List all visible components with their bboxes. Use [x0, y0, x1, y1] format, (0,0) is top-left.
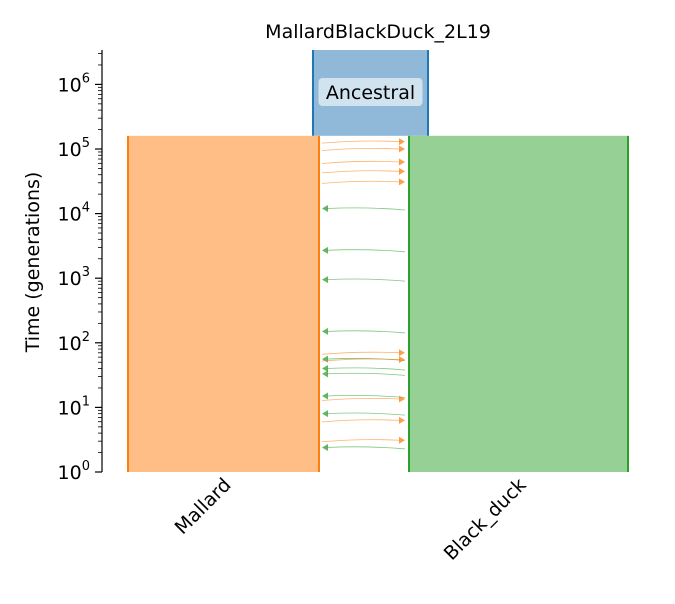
deme-black-duck [408, 135, 629, 472]
migration-line [321, 170, 401, 174]
deme-body [409, 135, 628, 472]
y-tick-label: 105 [58, 136, 90, 161]
migration-line [326, 372, 406, 376]
migration-line [326, 367, 406, 371]
migration-line [321, 397, 401, 401]
migration-arrow [322, 204, 406, 212]
migration-arrow [322, 443, 406, 451]
migration-line [321, 160, 401, 164]
migration-line [326, 446, 406, 450]
y-tick-label: 100 [58, 459, 90, 484]
migration-arrow [322, 392, 406, 400]
migration-arrowhead [399, 416, 405, 424]
migration-arrow [321, 349, 405, 357]
migration-arrowhead [399, 178, 405, 186]
deme-body [128, 135, 319, 472]
migration-arrow [321, 395, 405, 403]
deme-mallard [127, 135, 320, 472]
migration-arrowhead [399, 167, 405, 175]
y-tick-label: 101 [58, 394, 90, 419]
migrations-layer [321, 138, 406, 451]
migration-arrowhead [322, 276, 328, 284]
migration-line [326, 358, 406, 361]
migration-arrow [321, 356, 405, 364]
migration-arrowhead [322, 355, 328, 363]
migration-line [321, 358, 401, 362]
migration-arrow [322, 276, 406, 284]
chart-title: MallardBlackDuck_2L19 [265, 21, 491, 43]
migration-arrow [322, 365, 406, 373]
migration-arrowhead [322, 392, 328, 400]
migration-arrow [321, 167, 405, 175]
migration-arrow [321, 416, 405, 424]
migration-arrowhead [322, 443, 328, 451]
migration-arrowhead [399, 145, 405, 153]
migration-arrow [322, 246, 406, 254]
deme-label-black-duck: Black_duck [440, 474, 531, 565]
migration-line [326, 394, 406, 398]
migration-arrowhead [399, 349, 405, 357]
migration-arrowhead [322, 246, 328, 254]
y-axis-label: Time (generations) [22, 172, 44, 354]
migration-arrowhead [322, 410, 328, 418]
y-tick-label: 103 [58, 265, 90, 290]
migration-arrowhead [322, 365, 328, 373]
deme-label-mallard: Mallard [171, 474, 236, 539]
migration-arrowhead [322, 327, 328, 335]
migration-line [326, 412, 406, 416]
migration-arrow [321, 436, 405, 444]
ancestral-label-box [318, 78, 423, 106]
migration-arrow [321, 158, 405, 166]
migration-arrow [322, 327, 406, 335]
migration-arrowhead [399, 138, 405, 146]
migration-arrow [321, 145, 405, 153]
y-tick-label: 104 [58, 201, 90, 226]
migration-line [321, 439, 401, 443]
migration-line [321, 180, 401, 184]
migration-arrowhead [399, 356, 405, 364]
migration-arrow [322, 370, 406, 378]
migration-arrow [321, 138, 405, 146]
migration-line [326, 207, 406, 211]
migration-arrow [321, 178, 405, 186]
migration-arrowhead [322, 204, 328, 212]
migration-line [326, 278, 406, 282]
migration-line [321, 419, 401, 423]
y-tick-label: 102 [58, 330, 90, 355]
migration-arrow [322, 410, 406, 418]
demes-layer: Ancestral [127, 50, 629, 472]
migration-line [321, 140, 401, 144]
migration-line [321, 351, 401, 355]
migration-arrowhead [399, 158, 405, 166]
migration-arrowhead [399, 436, 405, 444]
y-tick-label: 106 [58, 71, 90, 96]
ancestral-label: Ancestral [326, 82, 415, 104]
migration-line [321, 147, 401, 151]
migration-line [326, 249, 406, 253]
migration-line [326, 330, 406, 334]
deme-labels: Mallard Black_duck [171, 474, 531, 565]
migration-arrowhead [322, 370, 328, 378]
migration-arrowhead [399, 395, 405, 403]
y-axis: 100 101 102 103 104 105 106 [58, 50, 103, 484]
